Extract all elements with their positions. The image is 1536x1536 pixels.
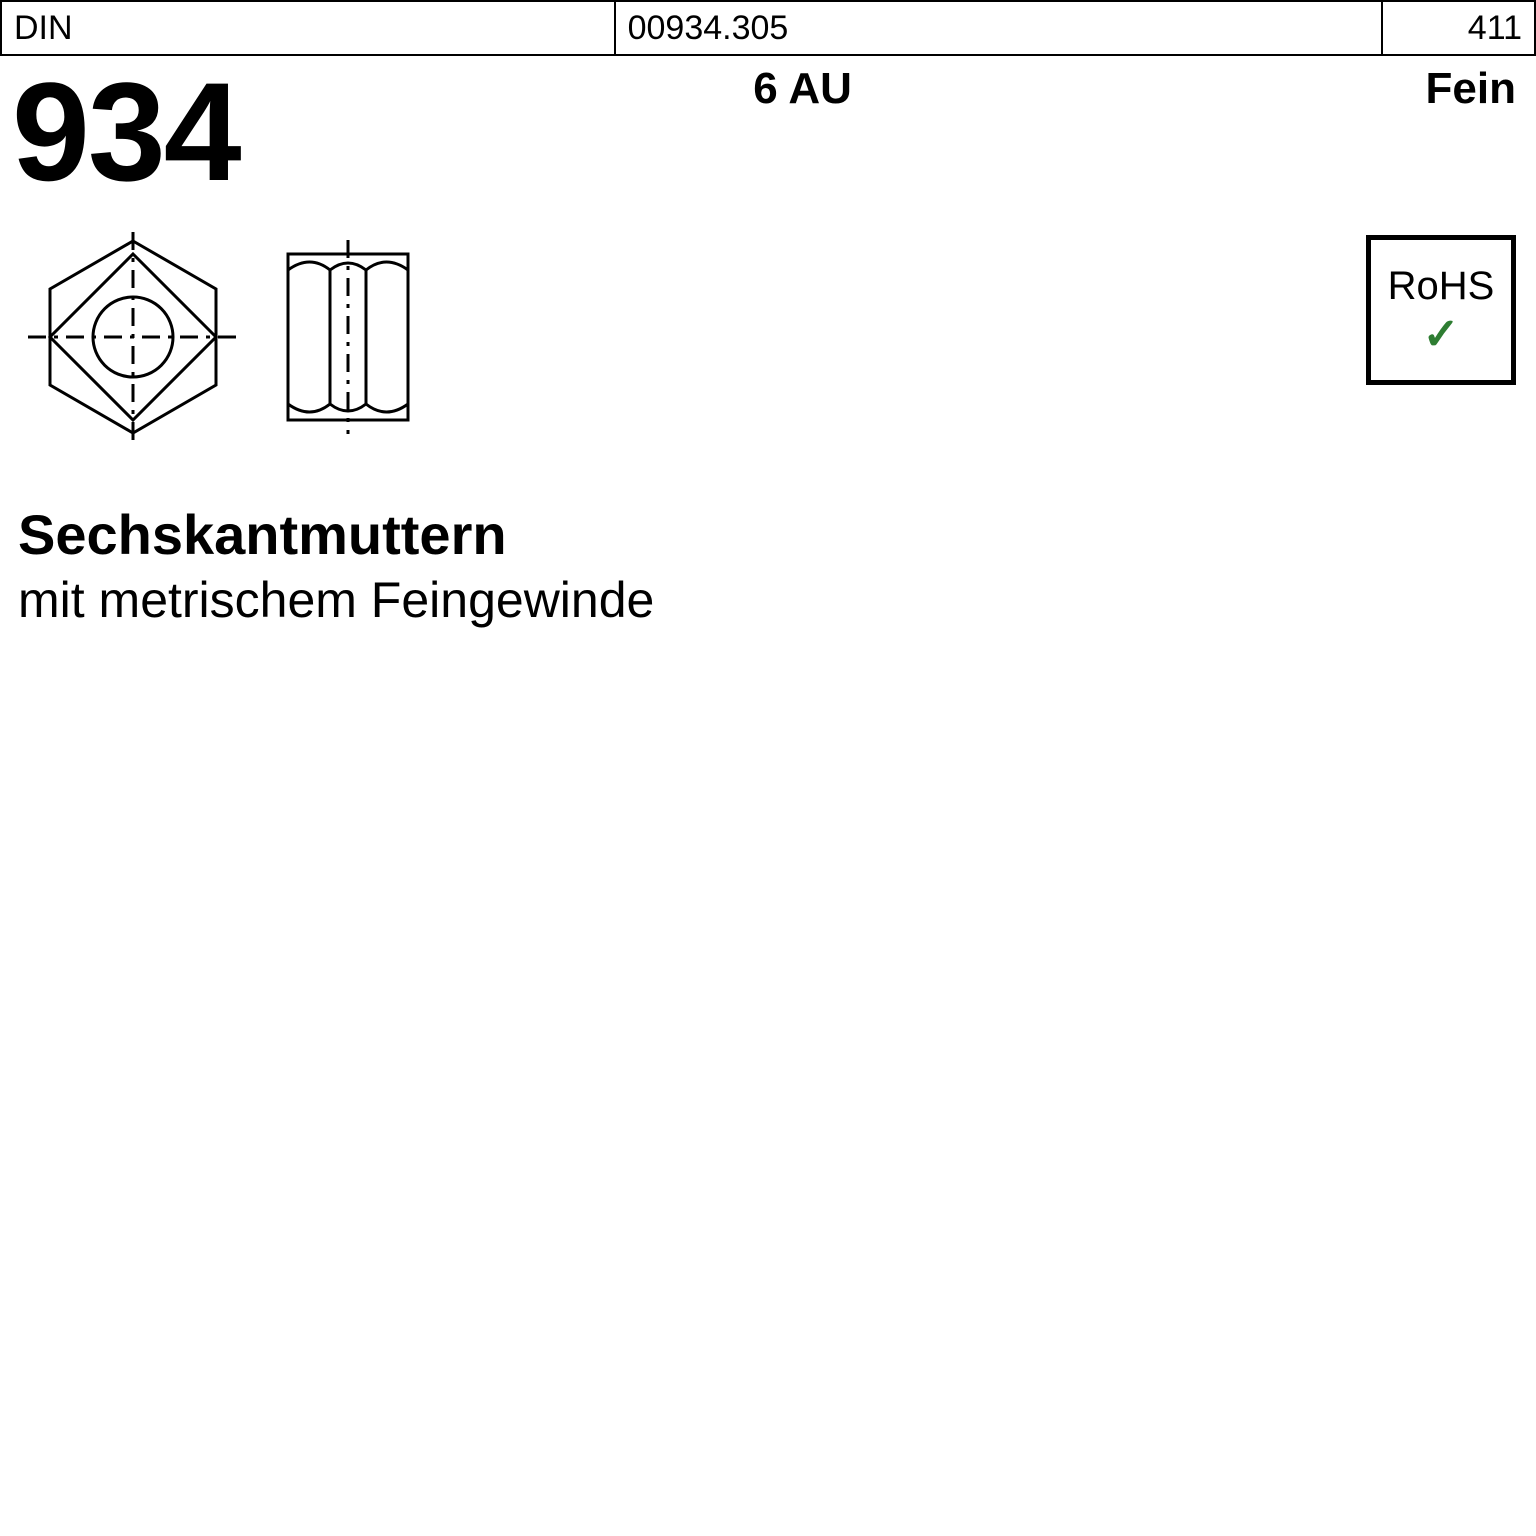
grade-label: 6 AU <box>180 64 1426 114</box>
sub-header-row: 934 6 AU Fein <box>0 56 1536 202</box>
check-icon: ✓ <box>1423 313 1460 357</box>
header-table: DIN 00934.305 411 <box>0 0 1536 56</box>
hex-nut-top-view-icon <box>28 232 238 442</box>
header-standard: DIN <box>1 1 615 55</box>
diagram-row <box>0 202 1536 452</box>
product-subtitle: mit metrischem Feingewinde <box>18 571 1524 629</box>
header-code: 00934.305 <box>615 1 1382 55</box>
rohs-label: RoHS <box>1388 264 1495 309</box>
header-page: 411 <box>1382 1 1535 55</box>
rohs-badge: RoHS ✓ <box>1366 235 1516 385</box>
hex-nut-side-view-icon <box>278 232 418 442</box>
product-title: Sechskantmuttern <box>18 502 1524 567</box>
thread-type-label: Fein <box>1426 64 1524 114</box>
title-block: Sechskantmuttern mit metrischem Feingewi… <box>0 452 1536 629</box>
datasheet-page: DIN 00934.305 411 934 6 AU Fein <box>0 0 1536 1536</box>
